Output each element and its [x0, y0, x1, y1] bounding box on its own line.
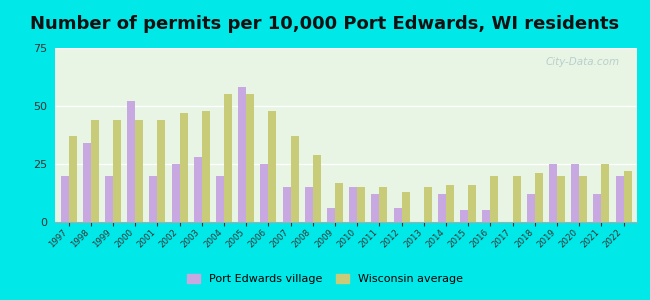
- Bar: [549, 164, 557, 222]
- Bar: [394, 208, 402, 222]
- Bar: [60, 176, 68, 222]
- Bar: [224, 94, 232, 222]
- Bar: [571, 164, 579, 222]
- Bar: [261, 164, 268, 222]
- Bar: [482, 210, 491, 222]
- Bar: [535, 173, 543, 222]
- Bar: [601, 164, 610, 222]
- Bar: [91, 120, 99, 222]
- Bar: [335, 183, 343, 222]
- Bar: [380, 187, 387, 222]
- Bar: [194, 157, 202, 222]
- Bar: [513, 176, 521, 222]
- Bar: [491, 176, 499, 222]
- Bar: [150, 176, 157, 222]
- Bar: [327, 208, 335, 222]
- Bar: [624, 171, 632, 222]
- Bar: [291, 136, 298, 222]
- Bar: [246, 94, 254, 222]
- Bar: [438, 194, 446, 222]
- Bar: [157, 120, 165, 222]
- Bar: [371, 194, 380, 222]
- Bar: [557, 176, 565, 222]
- Bar: [127, 101, 135, 222]
- Bar: [83, 143, 91, 222]
- Bar: [313, 155, 321, 222]
- Bar: [579, 176, 587, 222]
- Bar: [349, 187, 358, 222]
- Bar: [238, 87, 246, 222]
- Bar: [358, 187, 365, 222]
- Bar: [616, 176, 624, 222]
- Bar: [283, 187, 291, 222]
- Bar: [424, 187, 432, 222]
- Legend: Port Edwards village, Wisconsin average: Port Edwards village, Wisconsin average: [183, 269, 467, 288]
- Bar: [179, 113, 188, 222]
- Bar: [527, 194, 535, 222]
- Bar: [593, 194, 601, 222]
- Bar: [402, 192, 410, 222]
- Bar: [135, 120, 143, 222]
- Bar: [172, 164, 179, 222]
- Bar: [105, 176, 113, 222]
- Bar: [268, 111, 276, 222]
- Text: Number of permits per 10,000 Port Edwards, WI residents: Number of permits per 10,000 Port Edward…: [31, 15, 619, 33]
- Bar: [202, 111, 210, 222]
- Text: City-Data.com: City-Data.com: [545, 57, 619, 67]
- Bar: [446, 185, 454, 222]
- Bar: [468, 185, 476, 222]
- Bar: [113, 120, 121, 222]
- Bar: [305, 187, 313, 222]
- Bar: [216, 176, 224, 222]
- Bar: [460, 210, 468, 222]
- Bar: [68, 136, 77, 222]
